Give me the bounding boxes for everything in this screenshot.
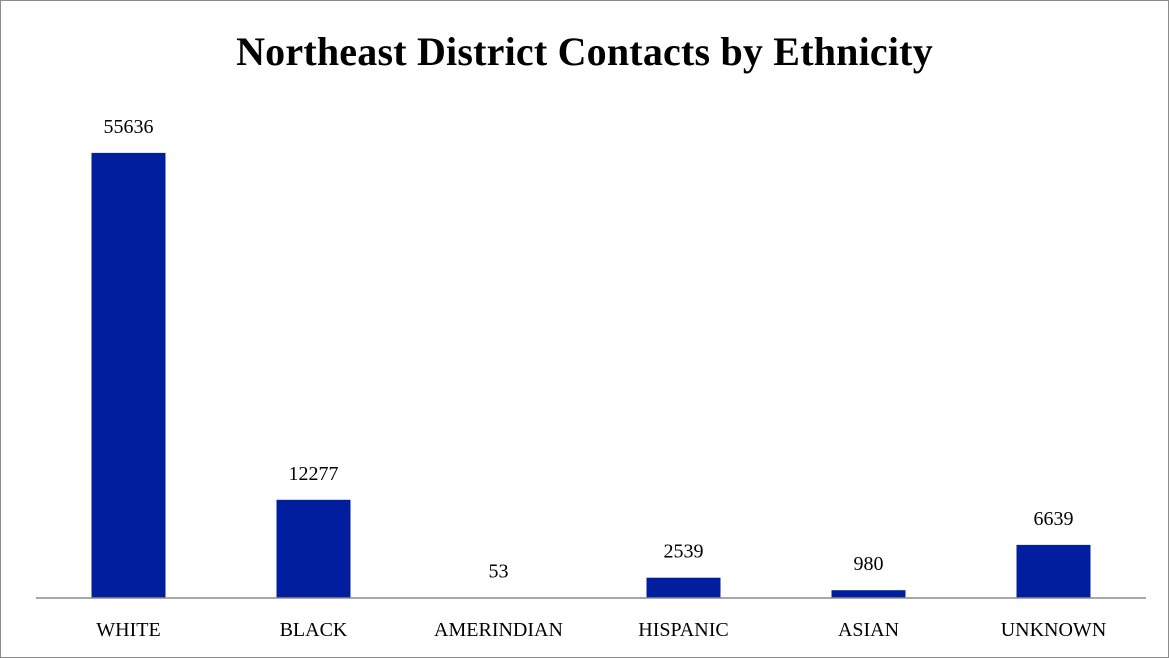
bars-group <box>91 152 1091 598</box>
value-label-black: 12277 <box>289 463 339 485</box>
bar-black <box>276 499 351 598</box>
tick-labels-group: WHITE BLACK AMERINDIAN HISPANIC ASIAN UNKNOWN <box>96 619 1106 641</box>
tick-label-amerindian: AMERINDIAN <box>434 619 563 641</box>
tick-label-black: BLACK <box>280 619 348 641</box>
tick-label-hispanic: HISPANIC <box>638 619 728 641</box>
tick-label-asian: ASIAN <box>838 619 899 641</box>
value-labels-group: 55636 12277 53 2539 980 6639 <box>104 116 1074 583</box>
bar-asian <box>831 590 906 598</box>
value-label-unknown: 6639 <box>1034 508 1074 530</box>
tick-label-white: WHITE <box>96 619 160 641</box>
bar-unknown <box>1016 544 1091 598</box>
value-label-hispanic: 2539 <box>664 541 704 563</box>
chart-title: Northeast District Contacts by Ethnicity <box>236 29 933 74</box>
value-label-asian: 980 <box>854 553 884 575</box>
bar-hispanic <box>646 577 721 598</box>
value-label-white: 55636 <box>104 116 154 138</box>
bar-white <box>91 152 166 598</box>
value-label-amerindian: 53 <box>489 561 509 583</box>
tick-label-unknown: UNKNOWN <box>1001 619 1107 641</box>
